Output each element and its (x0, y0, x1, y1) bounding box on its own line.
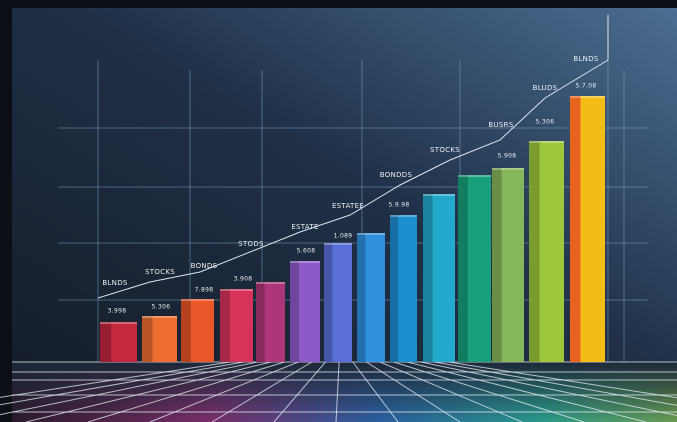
bar-note: 5.306 (536, 119, 555, 126)
bar (390, 215, 417, 362)
bar-top (423, 194, 455, 196)
bar (492, 168, 524, 362)
bar-side (290, 261, 299, 362)
bar-side (529, 141, 540, 362)
bar-side (570, 96, 581, 362)
bar-side (492, 168, 502, 362)
annotation: STODS (238, 240, 264, 248)
bar-top (324, 243, 352, 245)
bar-top (290, 261, 320, 263)
bar-note: 3.998 (108, 308, 127, 315)
annotation: ESTATEE (332, 202, 364, 210)
bar-top (492, 168, 524, 170)
bar (100, 322, 137, 362)
bar (529, 141, 564, 362)
bar-side (142, 316, 153, 362)
annotation: BONDS (191, 262, 218, 270)
bar (142, 316, 177, 362)
bar-top (220, 289, 253, 291)
bar-side (256, 282, 265, 362)
bar-note: 5.9.98 (389, 202, 410, 209)
bar-side (220, 289, 230, 362)
bar-note: 5.7.08 (576, 83, 597, 90)
bar-top (390, 215, 417, 217)
annotation: STOCKS (145, 268, 175, 276)
floor-line (448, 361, 677, 399)
bar (357, 233, 385, 362)
bar-top (570, 96, 605, 98)
annotation: BLNDS (102, 279, 128, 287)
bar-top (181, 299, 214, 301)
bar-note: 5.608 (297, 248, 316, 255)
bar-top (256, 282, 285, 284)
floor-line (434, 361, 677, 406)
bar-note: 1.089 (334, 233, 353, 240)
bars (100, 96, 605, 362)
bar-top (100, 322, 137, 324)
bar-note: 7.898 (195, 287, 214, 294)
floor-line (0, 361, 244, 406)
bar-top (458, 175, 491, 177)
annotation: BLUDS (533, 84, 558, 92)
bar (423, 194, 455, 362)
bar (181, 299, 214, 362)
bar-side (181, 299, 191, 362)
bar-note: 5.908 (498, 153, 517, 160)
bar-note: 3.908 (234, 276, 253, 283)
floor-line (0, 361, 231, 398)
bar-top (357, 233, 385, 235)
bar (458, 175, 491, 362)
bar-note: 5.306 (152, 304, 171, 311)
bar-top (529, 141, 564, 143)
annotation: BUSRS (488, 121, 513, 129)
annotation: BONDDS (380, 171, 413, 179)
bar-top (142, 316, 177, 318)
bar-side (423, 194, 433, 362)
annotation: ESTATE (291, 223, 318, 231)
bar-side (357, 233, 366, 362)
bar-side (100, 322, 112, 362)
bar (256, 282, 285, 362)
bar-side (458, 175, 468, 362)
bar (290, 261, 320, 362)
annotation: BLNDS (573, 55, 599, 63)
annotation: STOCKS (430, 146, 460, 154)
bar (324, 243, 352, 362)
bar-side (390, 215, 399, 362)
bar-side (324, 243, 333, 362)
labels: BLNDS BLUDS BUSRS STOCKS BONDDS ESTATEE ESTATE… (102, 55, 599, 315)
bar (220, 289, 253, 362)
